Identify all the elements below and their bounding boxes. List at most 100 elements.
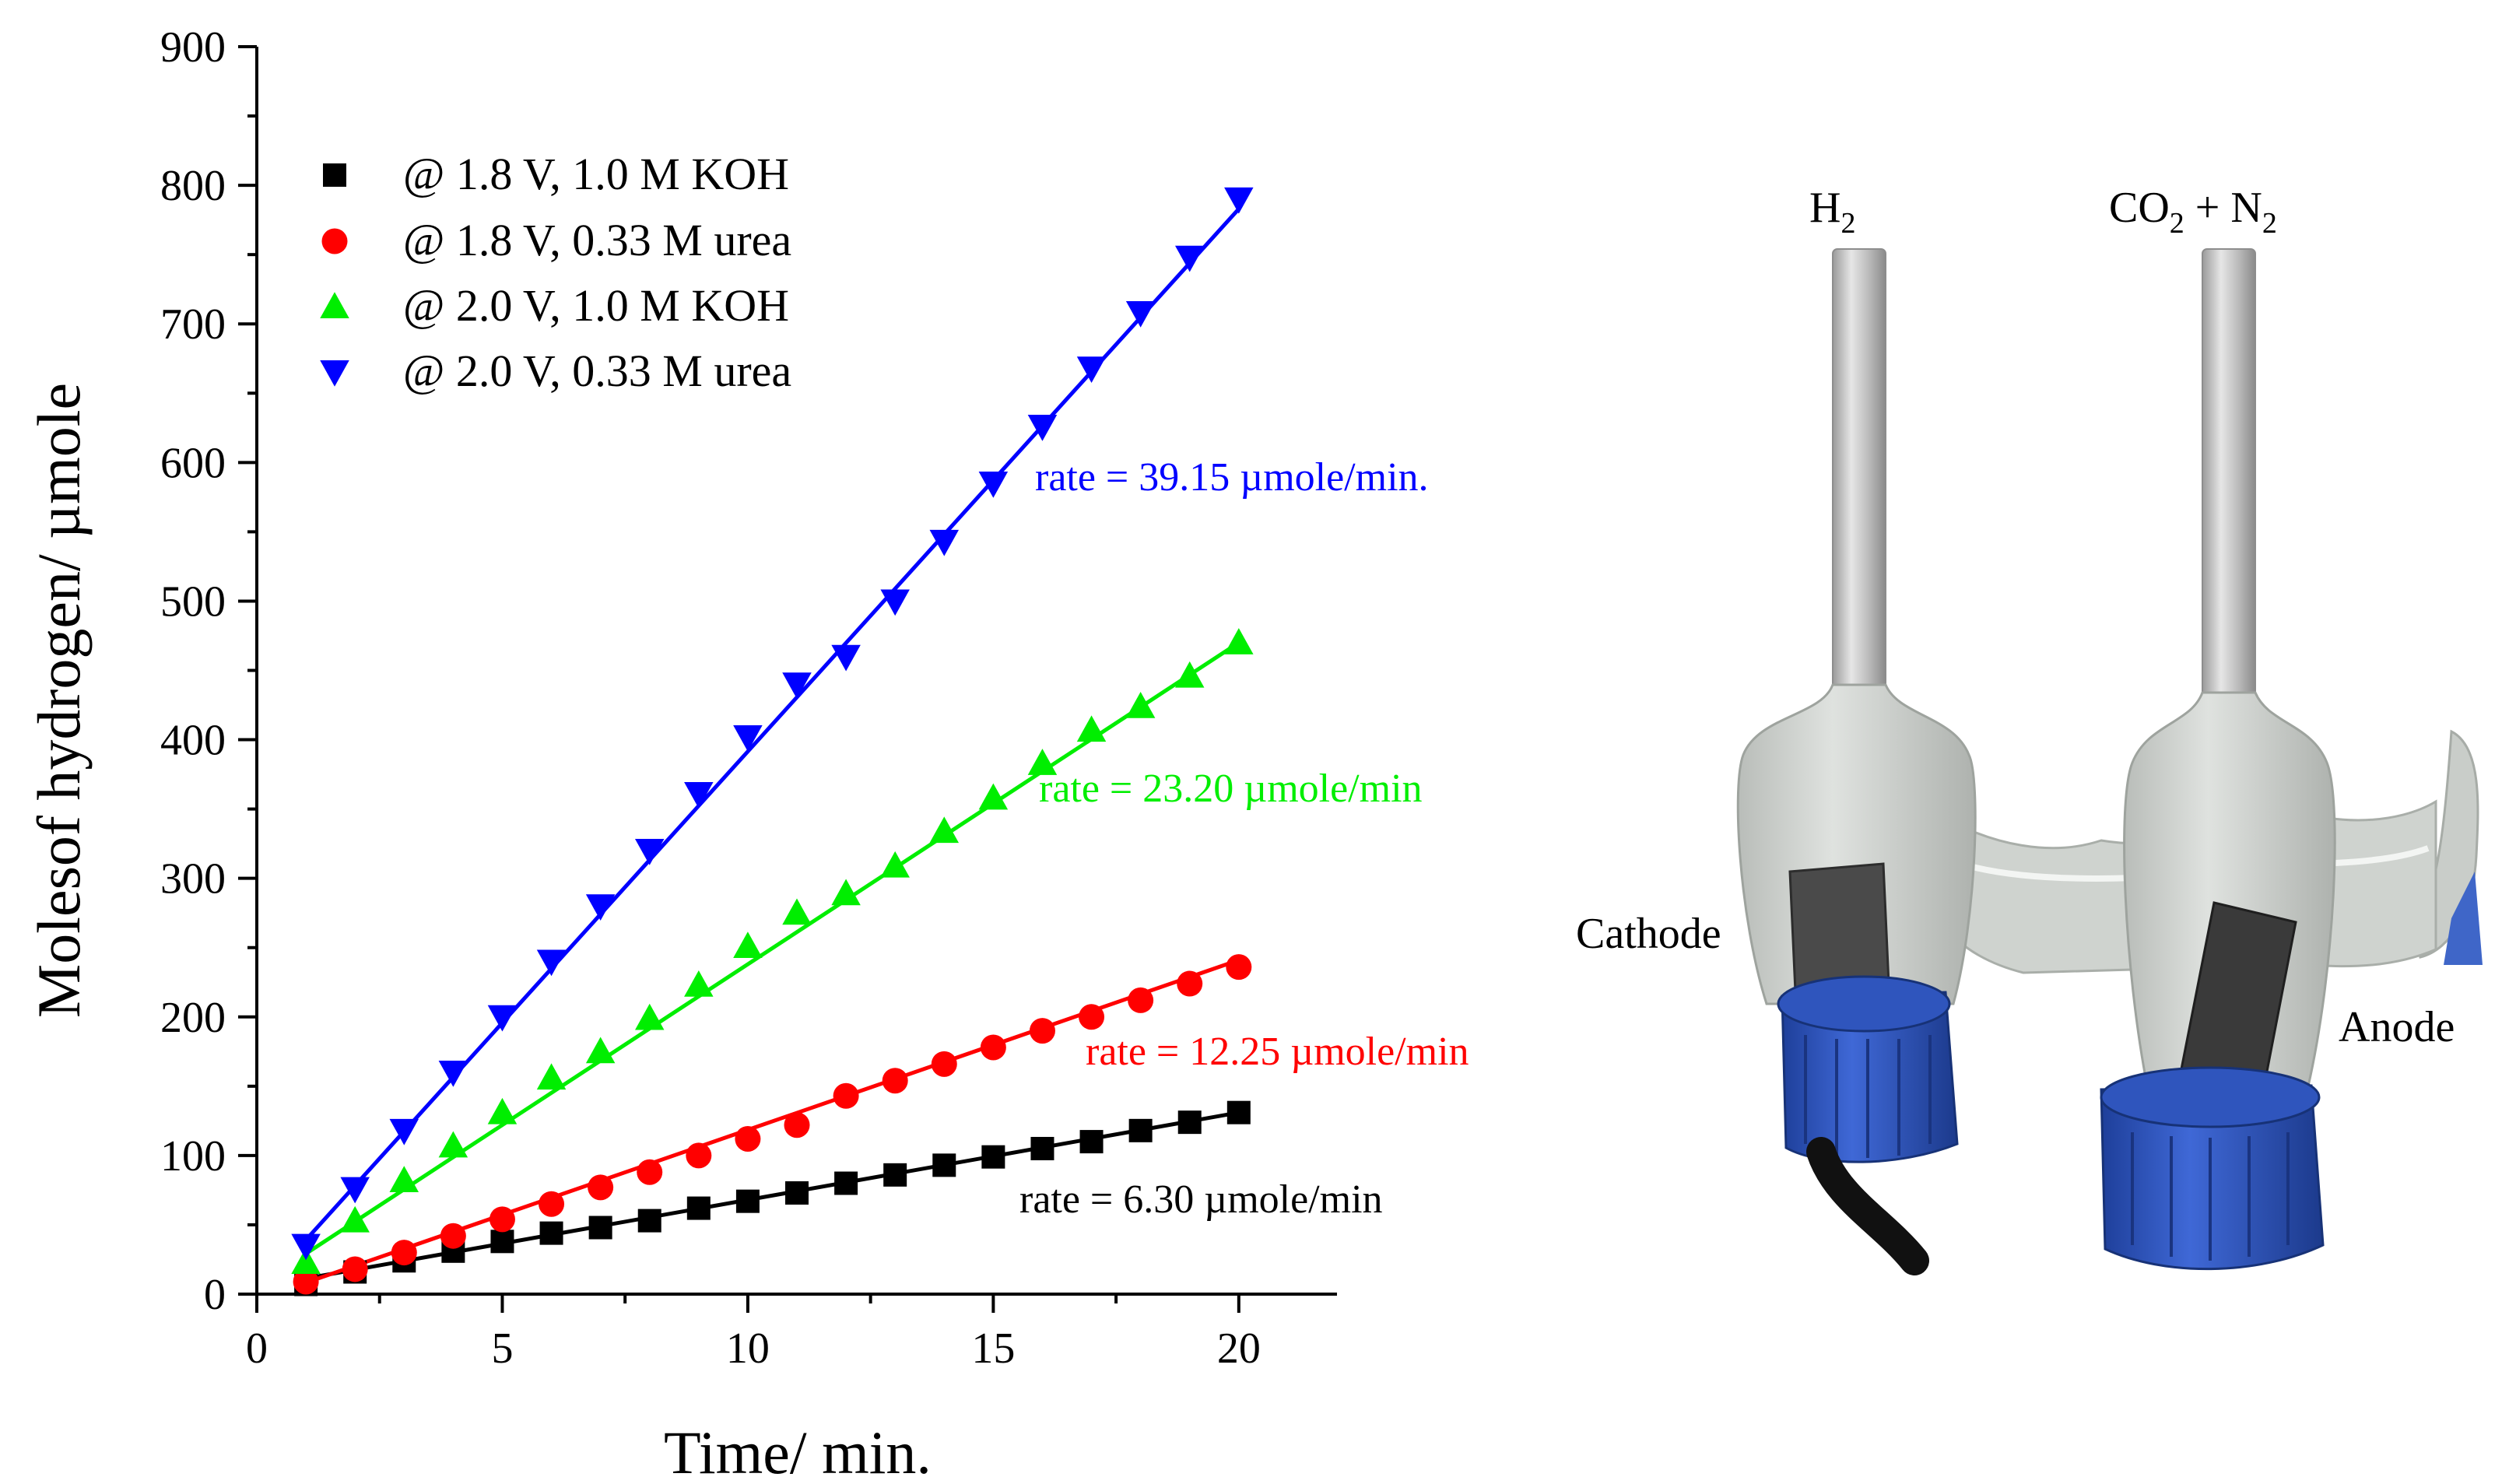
data-point-series-0 [637,1209,661,1233]
data-point-series-0 [932,1153,956,1177]
data-point-series-2 [684,970,714,997]
data-point-series-3 [585,894,616,921]
y-tick-label: 700 [160,300,226,349]
rate-annotations: rate = 6.30 µmole/min rate = 12.25 µmole/… [1019,455,1469,1222]
data-point-series-0 [834,1171,858,1195]
data-point-series-3 [487,1005,518,1032]
rate-label-2: rate = 23.20 µmole/min [1039,767,1423,811]
data-point-series-3 [536,949,567,977]
label-co2-n2: CO2 + N2 [2109,184,2277,240]
rate-label-0: rate = 6.30 µmole/min [1019,1177,1383,1222]
y-tick-label: 200 [160,994,226,1042]
y-tick-label: 300 [160,855,226,903]
data-point-series-2 [634,1003,665,1030]
data-point-series-1 [489,1206,515,1233]
anode-cap [2100,1084,2325,1271]
data-point-series-0 [735,1189,760,1213]
label-h2: H2 [1809,184,1855,240]
cable [1806,1137,1929,1275]
x-axis-title: Time/ min. [664,1419,932,1484]
data-point-series-1 [882,1068,908,1094]
electrolyzer-photo: H2 CO2 + N2 Cathode Anode [1576,184,2483,1275]
data-point-series-3 [929,529,960,556]
data-point-series-3 [291,1233,321,1261]
data-point-series-3 [1076,356,1107,383]
legend-label-2: @ 2.0 V, 1.0 M KOH [403,280,789,331]
data-point-series-0 [1128,1118,1153,1142]
data-point-series-1 [588,1174,614,1201]
data-point-series-3 [684,782,714,809]
data-point-series-0 [539,1221,563,1245]
rate-label-3: rate = 39.15 µmole/min. [1035,455,1429,500]
x-tick-label: 20 [1217,1324,1261,1373]
data-point-series-1 [931,1051,957,1077]
data-point-series-1 [1226,954,1252,981]
data-point-series-1 [1029,1018,1055,1044]
y-axis-title: Molesof hydrogen/ µmole [25,383,93,1018]
x-tick-label: 5 [491,1324,513,1373]
data-point-series-2 [291,1247,321,1275]
data-point-series-0 [490,1230,514,1254]
x-tick-label: 15 [971,1324,1015,1373]
data-point-series-2 [782,898,812,925]
cathode-tube [1832,248,1886,701]
y-tick-label: 600 [160,439,226,487]
data-point-series-3 [880,589,910,616]
y-tick-label: 0 [204,1271,226,1319]
data-point-series-2 [536,1063,567,1090]
data-point-series-3 [782,672,812,700]
data-point-series-2 [1224,628,1254,654]
data-point-series-0 [1177,1110,1202,1135]
data-points [291,187,1254,1296]
data-point-series-2 [438,1131,468,1158]
data-point-series-0 [1079,1130,1104,1154]
data-point-series-1 [1079,1004,1105,1030]
data-point-series-1 [440,1223,466,1249]
x-tick-label: 0 [246,1324,268,1373]
data-point-series-1 [1128,987,1154,1013]
data-point-series-2 [1174,661,1205,688]
legend-marker-3 [320,360,349,387]
y-ticks: 0 100 200 300 400 500 600 700 800 900 [160,23,257,1319]
data-point-series-1 [342,1256,368,1282]
x-ticks: 0 5 10 15 20 [246,1294,1261,1373]
data-point-series-0 [785,1181,809,1205]
data-point-series-2 [487,1097,518,1124]
data-point-series-3 [831,644,861,672]
legend-marker-2 [320,292,349,318]
data-point-series-0 [1030,1136,1054,1160]
data-point-series-0 [1226,1100,1251,1124]
data-point-series-2 [929,816,960,844]
data-point-series-1 [686,1142,712,1169]
legend-marker-0 [323,163,346,187]
label-cathode: Cathode [1576,910,1721,958]
data-point-series-3 [1027,415,1058,441]
right-cap-fragment [2444,872,2483,965]
data-point-series-0 [981,1145,1005,1169]
data-point-series-1 [293,1268,319,1295]
y-tick-label: 500 [160,577,226,626]
data-point-series-1 [1177,970,1203,997]
data-point-series-3 [438,1061,468,1087]
legend-label-3: @ 2.0 V, 0.33 M urea [403,346,791,396]
data-point-series-1 [391,1240,417,1266]
data-point-series-2 [733,931,763,958]
y-tick-label: 900 [160,23,226,72]
data-point-series-2 [880,851,910,878]
data-point-series-1 [735,1126,761,1152]
data-point-series-3 [1174,245,1205,272]
y-tick-label: 100 [160,1132,226,1181]
data-point-series-2 [389,1166,419,1192]
x-tick-label: 10 [726,1324,770,1373]
data-point-series-1 [784,1112,810,1138]
data-point-series-2 [831,879,861,906]
y-tick-label: 400 [160,717,226,765]
data-point-series-0 [588,1216,612,1240]
data-point-series-3 [733,724,763,752]
data-point-series-2 [340,1205,370,1233]
data-point-series-3 [634,839,665,865]
data-point-series-3 [1125,300,1156,328]
legend-marker-1 [321,228,348,254]
data-point-series-2 [1027,749,1058,775]
data-point-series-2 [585,1037,616,1064]
